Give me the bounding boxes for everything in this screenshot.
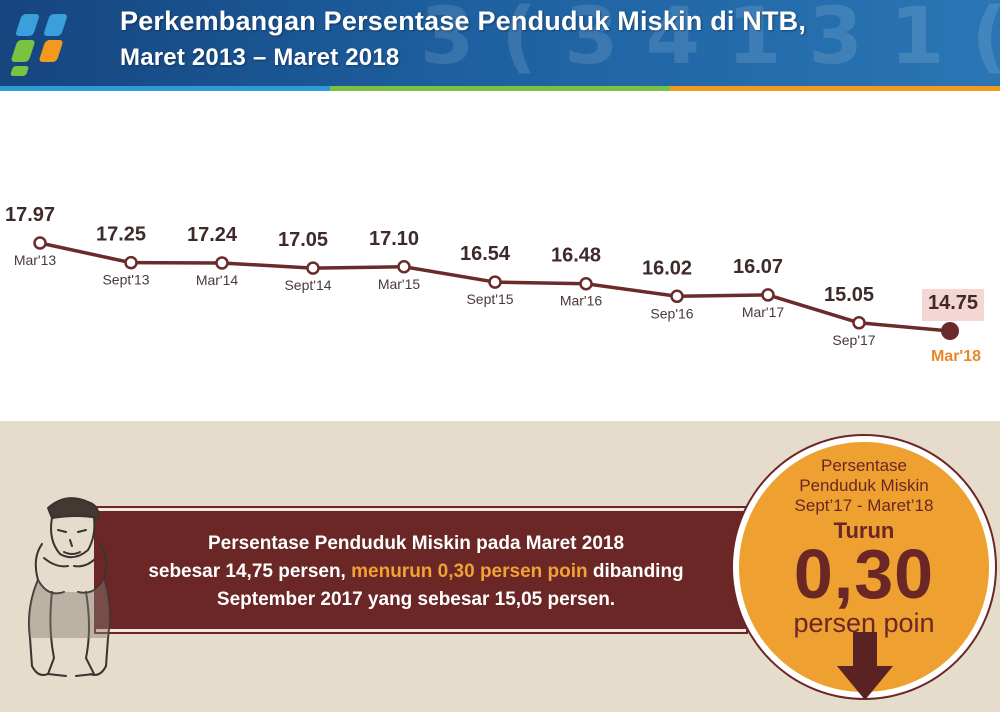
poverty-line-chart: 17.97 Mar'13 17.25 Sept'13 17.24 Mar'14 17.05 S… bbox=[5, 204, 984, 365]
x-tick-label: Sep'16 bbox=[650, 305, 693, 321]
data-label: 17.05 bbox=[278, 229, 328, 251]
data-label: 16.07 bbox=[733, 256, 783, 278]
data-point bbox=[761, 288, 775, 302]
bps-logo-icon bbox=[10, 14, 67, 76]
data-point bbox=[397, 260, 411, 274]
x-tick-label: Sep'17 bbox=[832, 332, 875, 348]
data-point bbox=[33, 236, 47, 250]
data-label: 14.75 bbox=[928, 292, 978, 314]
data-label: 17.10 bbox=[369, 228, 419, 250]
x-tick-label: Mar'13 bbox=[14, 252, 57, 268]
callout-line-2: Penduduk Miskin bbox=[799, 476, 929, 495]
data-label: 15.05 bbox=[824, 284, 874, 306]
x-tick-label: Mar'17 bbox=[742, 304, 785, 320]
x-tick-label: Mar'14 bbox=[196, 272, 239, 288]
x-tick-label: Mar'18 bbox=[931, 348, 981, 365]
data-point bbox=[306, 261, 320, 275]
data-point bbox=[579, 276, 593, 291]
down-arrow-icon bbox=[837, 632, 893, 700]
data-label: 16.54 bbox=[460, 243, 511, 265]
summary-line-1: Persentase Penduduk Miskin pada Maret 20… bbox=[207, 533, 625, 554]
x-tick-label: Sept'13 bbox=[102, 272, 149, 288]
data-point bbox=[488, 275, 502, 289]
data-label: 17.24 bbox=[187, 224, 238, 246]
data-label: 16.02 bbox=[642, 257, 692, 279]
data-point bbox=[852, 316, 866, 330]
summary-line-2-c: dibanding bbox=[587, 561, 684, 582]
data-label: 17.25 bbox=[96, 224, 146, 246]
summary-line-2: sebesar 14,75 persen, menurun 0,30 perse… bbox=[116, 558, 716, 586]
data-label: 17.97 bbox=[5, 204, 55, 226]
header-decoration: 3 ( 3 4 1 3 1 ( 5 8 7 9 8 2 5 8 6 4 6 1 … bbox=[420, 0, 1000, 82]
x-tick-label: Sept'15 bbox=[466, 291, 513, 307]
callout-value: 0,30 bbox=[793, 535, 935, 613]
x-tick-label: Sept'14 bbox=[284, 277, 331, 293]
summary-banner bbox=[96, 508, 746, 632]
data-point bbox=[215, 256, 229, 270]
data-point bbox=[941, 322, 959, 340]
header-banner: 3 ( 3 4 1 3 1 ( 5 8 7 9 8 2 5 8 6 4 6 1 … bbox=[0, 0, 1000, 86]
callout-line-3: Sept’17 - Maret’18 bbox=[794, 496, 934, 515]
summary-highlight: menurun 0,30 persen poin bbox=[351, 561, 588, 582]
data-point bbox=[670, 289, 684, 304]
page-title: Perkembangan Persentase Penduduk Miskin … bbox=[120, 6, 807, 36]
data-label: 16.48 bbox=[551, 245, 601, 267]
x-tick-label: Mar'16 bbox=[560, 293, 603, 309]
x-tick-label: Mar'15 bbox=[378, 276, 421, 292]
summary-line-2-a: sebesar 14,75 persen, bbox=[148, 561, 352, 582]
summary-text: Persentase Penduduk Miskin pada Maret 20… bbox=[116, 530, 716, 614]
callout-line-1: Persentase bbox=[821, 456, 907, 475]
data-point bbox=[124, 255, 138, 270]
poor-man-illustration bbox=[28, 497, 111, 677]
page-subtitle: Maret 2013 – Maret 2018 bbox=[120, 44, 400, 71]
summary-line-3: September 2017 yang sebesar 15,05 persen… bbox=[216, 589, 616, 610]
highlight-box bbox=[922, 289, 984, 321]
header-stripe bbox=[0, 86, 1000, 91]
callout-turun: Turun bbox=[833, 518, 895, 543]
